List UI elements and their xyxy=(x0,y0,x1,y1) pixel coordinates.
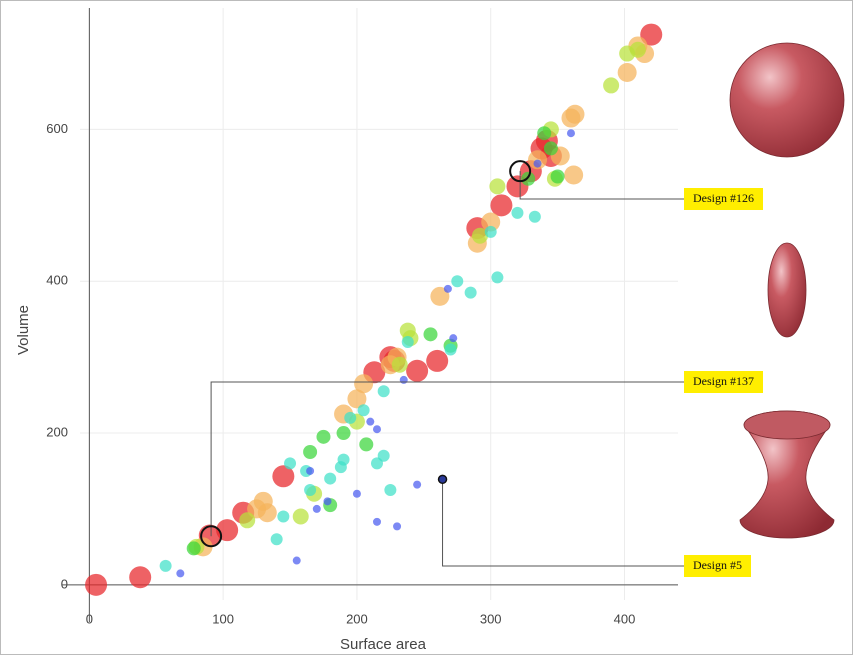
point xyxy=(366,418,374,426)
point xyxy=(303,445,317,459)
point xyxy=(491,271,503,283)
point xyxy=(465,287,477,299)
point xyxy=(258,503,277,522)
x-tick-label: 100 xyxy=(212,611,234,626)
point xyxy=(378,450,390,462)
point xyxy=(324,473,336,485)
point xyxy=(277,511,289,523)
y-tick-label: 0 xyxy=(61,576,68,591)
point xyxy=(406,360,428,382)
point xyxy=(511,207,523,219)
point xyxy=(239,512,255,528)
point xyxy=(187,541,201,555)
point xyxy=(284,457,296,469)
point xyxy=(402,336,414,348)
ellipsoid-shape xyxy=(768,243,806,337)
point xyxy=(392,357,408,373)
annotation-label: Design #5 xyxy=(693,558,742,572)
point xyxy=(337,426,351,440)
y-axis-label: Volume xyxy=(15,305,32,355)
point xyxy=(413,481,421,489)
hyperboloid-top xyxy=(744,411,830,439)
point xyxy=(534,160,542,168)
sphere-shape xyxy=(730,43,844,157)
point xyxy=(449,334,457,342)
point xyxy=(567,129,575,137)
point xyxy=(445,344,457,356)
y-tick-label: 600 xyxy=(46,121,68,136)
x-tick-label: 300 xyxy=(480,611,502,626)
point xyxy=(344,412,356,424)
point xyxy=(373,518,381,526)
chart: Surface area Volume 01002003004000200400… xyxy=(0,0,853,655)
point xyxy=(129,566,151,588)
point xyxy=(564,165,583,184)
point xyxy=(630,42,646,58)
point xyxy=(537,126,551,140)
x-tick-label: 400 xyxy=(614,611,636,626)
point xyxy=(603,77,619,93)
page: {"chart_data": {"type": "scatter", "x_la… xyxy=(0,0,853,660)
point xyxy=(451,275,463,287)
point xyxy=(358,404,370,416)
point xyxy=(293,509,309,525)
point xyxy=(353,490,361,498)
x-tick-label: 200 xyxy=(346,611,368,626)
point xyxy=(384,484,396,496)
point xyxy=(338,454,350,466)
point xyxy=(618,63,637,82)
point xyxy=(304,484,316,496)
point xyxy=(271,533,283,545)
x-axis-label: Surface area xyxy=(340,636,427,653)
point xyxy=(424,327,438,341)
point xyxy=(444,285,452,293)
point xyxy=(551,169,565,183)
point xyxy=(565,105,584,124)
point xyxy=(176,569,184,577)
point xyxy=(373,425,381,433)
point xyxy=(485,226,497,238)
point xyxy=(378,385,390,397)
point xyxy=(323,497,331,505)
point xyxy=(313,505,321,513)
point xyxy=(85,574,107,596)
y-tick-label: 400 xyxy=(46,273,68,288)
point xyxy=(400,376,408,384)
highlighted-point xyxy=(439,475,447,483)
y-tick-label: 200 xyxy=(46,424,68,439)
annotation-label: Design #126 xyxy=(693,191,754,205)
point xyxy=(544,141,558,155)
point xyxy=(293,557,301,565)
point xyxy=(489,178,505,194)
point xyxy=(521,172,535,186)
point xyxy=(393,522,401,530)
point xyxy=(354,374,373,393)
point xyxy=(529,211,541,223)
annotation-label: Design #137 xyxy=(693,374,754,388)
point xyxy=(426,350,448,372)
point xyxy=(316,430,330,444)
point xyxy=(359,437,373,451)
point xyxy=(306,467,314,475)
point xyxy=(160,560,172,572)
